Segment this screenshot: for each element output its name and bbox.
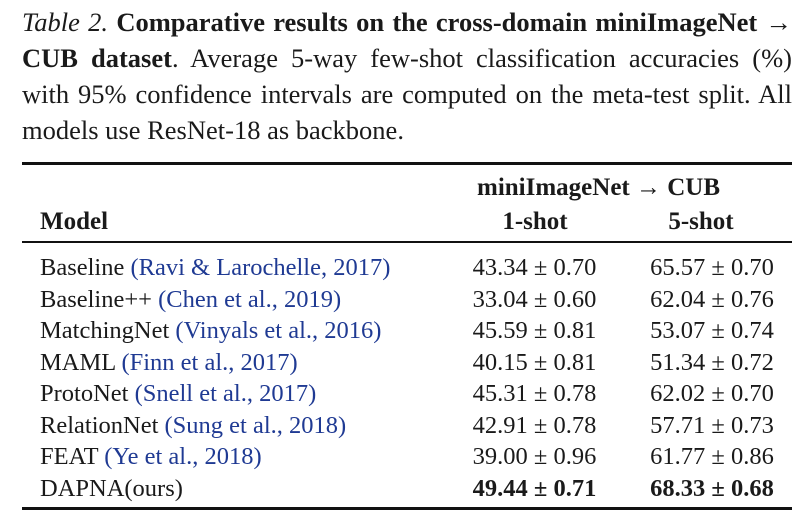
one-shot-accuracy: 45.31 ± 0.78 <box>472 380 597 407</box>
table-row: FEAT (Ye et al., 2018) 39.00 ± 0.96 61.77 … <box>22 441 792 473</box>
table-row: MatchingNet (Vinyals et al., 2016) 45.59 … <box>22 315 792 347</box>
five-shot-accuracy: 51.34 ± 0.72 <box>650 348 774 376</box>
group-header: miniImageNet → CUB <box>477 174 721 201</box>
table-row: DAPNA(ours) 49.44 ± 0.71 68.33 ± 0.68 <box>22 473 792 505</box>
model-column-header: Model <box>40 208 109 235</box>
citation-link[interactable]: (Ravi & Larochelle, 2017) <box>130 254 391 281</box>
model-name: MAML <box>40 348 116 376</box>
five-shot-accuracy: 68.33 ± 0.68 <box>650 474 774 502</box>
caption-label: Table 2. <box>22 7 109 37</box>
one-shot-accuracy: 49.44 ± 0.71 <box>472 474 597 502</box>
model-name: RelationNet <box>40 411 159 439</box>
one-shot-accuracy: 40.15 ± 0.81 <box>472 348 597 376</box>
model-name: FEAT <box>40 443 99 470</box>
model-cell: MatchingNet (Vinyals et al., 2016) <box>40 315 381 347</box>
five-shot-accuracy: 61.77 ± 0.86 <box>650 443 774 470</box>
model-cell: FEAT (Ye et al., 2018) <box>40 441 262 473</box>
table-row: Baseline++ (Chen et al., 2019) 33.04 ± 0.… <box>22 284 792 316</box>
citation-link[interactable]: (Vinyals et al., 2016) <box>175 317 382 344</box>
model-cell: Baseline (Ravi & Larochelle, 2017) <box>40 252 390 284</box>
model-cell: ProtoNet (Snell et al., 2017) <box>40 378 316 410</box>
model-name: Baseline <box>40 254 125 281</box>
five-shot-column-header: 5-shot <box>668 208 734 235</box>
five-shot-accuracy: 65.57 ± 0.70 <box>650 254 774 281</box>
citation-link[interactable]: (Finn et al., 2017) <box>121 348 298 376</box>
table-row: RelationNet (Sung et al., 2018) 42.91 ± 0… <box>22 410 792 442</box>
model-name: Baseline++ <box>40 285 152 313</box>
caption-title: Comparative results on the cross-domain … <box>22 7 793 73</box>
model-cell: RelationNet (Sung et al., 2018) <box>40 410 346 442</box>
model-name: ProtoNet <box>40 380 129 407</box>
table-bottom-rule <box>22 507 792 510</box>
table-caption: Table 2. Comparative results on the cros… <box>22 4 792 148</box>
one-shot-accuracy: 33.04 ± 0.60 <box>472 285 597 313</box>
five-shot-accuracy: 57.71 ± 0.73 <box>650 411 774 439</box>
table-top-rule <box>22 162 792 165</box>
model-name: MatchingNet <box>40 317 170 344</box>
table-row: ProtoNet (Snell et al., 2017) 45.31 ± 0.7… <box>22 378 792 410</box>
five-shot-accuracy: 53.07 ± 0.74 <box>650 317 774 344</box>
model-cell: Baseline++ (Chen et al., 2019) <box>40 284 341 316</box>
one-shot-column-header: 1-shot <box>502 208 568 235</box>
model-cell: MAML (Finn et al., 2017) <box>40 347 298 379</box>
five-shot-accuracy: 62.04 ± 0.76 <box>650 285 774 313</box>
one-shot-accuracy: 45.59 ± 0.81 <box>472 317 597 344</box>
five-shot-accuracy: 62.02 ± 0.70 <box>650 380 774 407</box>
table-header-rule <box>22 241 792 243</box>
one-shot-accuracy: 43.34 ± 0.70 <box>472 254 597 281</box>
one-shot-accuracy: 39.00 ± 0.96 <box>472 443 597 470</box>
table-body: Baseline (Ravi & Larochelle, 2017) 43.34 … <box>22 252 792 504</box>
caption-description: . Average 5-way few-shot classification … <box>22 43 792 145</box>
table-row: Baseline (Ravi & Larochelle, 2017) 43.34 … <box>22 252 792 284</box>
one-shot-accuracy: 42.91 ± 0.78 <box>472 411 597 439</box>
citation-link[interactable]: (Snell et al., 2017) <box>134 380 317 407</box>
citation-link[interactable]: (Chen et al., 2019) <box>158 285 342 313</box>
model-name: DAPNA(ours) <box>40 474 183 502</box>
citation-link[interactable]: (Ye et al., 2018) <box>104 443 262 470</box>
table-row: MAML (Finn et al., 2017) 40.15 ± 0.81 51.3… <box>22 347 792 379</box>
model-cell: DAPNA(ours) <box>40 473 183 505</box>
citation-link[interactable]: (Sung et al., 2018) <box>164 411 347 439</box>
